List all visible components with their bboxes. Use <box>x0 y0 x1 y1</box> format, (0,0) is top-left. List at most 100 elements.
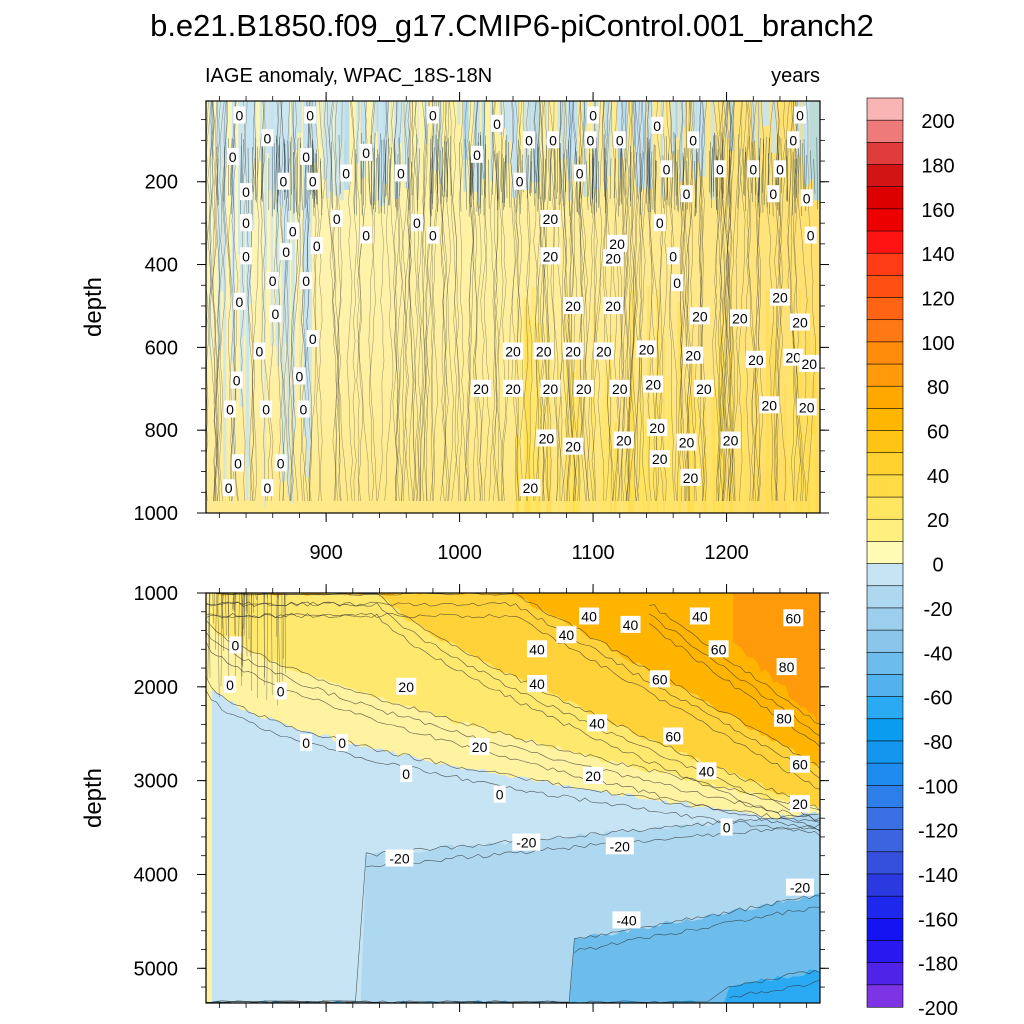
top-streak-blue <box>340 101 344 201</box>
top-streak-blue-left <box>232 101 234 505</box>
bottom-noisy-line <box>238 593 240 638</box>
contour-label-text: 20 <box>472 739 488 755</box>
contour-label: 20 <box>676 433 697 451</box>
contour-label-text: 0 <box>306 108 314 124</box>
contour-label-text: 80 <box>776 711 792 727</box>
colorbar-label: 100 <box>921 333 954 355</box>
contour-label-text: 20 <box>786 350 802 366</box>
top-contour-line <box>730 101 743 502</box>
contour-label-bg <box>523 131 535 149</box>
contour-label-bg <box>747 160 760 178</box>
contour-label-bg <box>396 677 417 695</box>
contour-label-bg <box>226 147 239 165</box>
contour-label: 20 <box>503 379 523 397</box>
top-streak-blue <box>326 101 330 199</box>
contour-label: 0 <box>232 454 244 472</box>
contour-label-bg <box>269 305 282 323</box>
top-streak-blue <box>216 101 219 150</box>
top-streak-blue-left <box>223 101 227 488</box>
top-contour-line <box>562 101 569 502</box>
top-streak-blue <box>809 101 814 180</box>
contour-label: 0 <box>400 765 413 783</box>
contour-label-bg <box>512 833 541 851</box>
top-streak-blue <box>264 101 270 154</box>
top-streak-warm <box>708 436 714 513</box>
contour-label-text: 0 <box>256 344 264 360</box>
contour-label: 20 <box>609 379 630 397</box>
contour-label-text: 0 <box>302 735 310 751</box>
top-streak-blue <box>557 101 562 131</box>
contour-label: 0 <box>687 131 700 149</box>
contour-label-bg <box>306 330 319 348</box>
bottom-band--60 <box>206 969 820 1003</box>
contour-label-text: 60 <box>652 671 668 687</box>
bottom-noisy-line <box>233 593 236 635</box>
colorbar-swatch <box>866 385 904 409</box>
top-contour-line <box>616 101 631 502</box>
top-contour-line <box>419 101 435 502</box>
top-contour-line <box>747 101 757 502</box>
contour-label-bg <box>394 164 407 182</box>
top-streak-blue-left <box>220 101 225 292</box>
top-contour-dense <box>554 149 557 200</box>
top-contour-line <box>458 101 468 502</box>
top-streak-warm <box>703 405 707 513</box>
top-contour-line <box>577 101 586 502</box>
colorbar-swatch <box>866 208 904 232</box>
top-contour-dense <box>586 161 589 210</box>
contour-label-text: 0 <box>289 223 297 239</box>
top-streak-blue <box>481 101 486 179</box>
contour-label-bg <box>720 818 733 836</box>
contour-label: 20 <box>563 342 584 360</box>
top-contour-dense <box>459 142 462 212</box>
contour-label-text: 0 <box>280 174 288 190</box>
top-contour-line <box>532 101 539 502</box>
top-contour-line <box>266 101 280 502</box>
top-streak-blue-left <box>303 101 306 293</box>
colorbar-swatch <box>866 740 904 764</box>
contour-label-text: 0 <box>236 294 244 310</box>
contour-label-bg <box>649 450 670 468</box>
contour-label-bg <box>491 114 503 132</box>
top-contour-dense <box>377 153 380 195</box>
contour-label: 20 <box>540 210 561 227</box>
contour-label-bg <box>676 433 697 451</box>
contour-label-bg <box>804 226 817 244</box>
top-contour-line <box>215 101 228 502</box>
colorbar-label: -20 <box>924 599 953 621</box>
contour-label-bg <box>274 454 287 472</box>
contour-label: 40 <box>620 615 641 633</box>
colorbar-label: -160 <box>918 909 958 931</box>
contour-label-bg <box>799 354 820 372</box>
top-streak-blue-left <box>276 101 280 367</box>
bottom-left-strip <box>206 593 212 1003</box>
contour-label-text: 0 <box>236 108 244 124</box>
top-contour-line <box>806 101 816 502</box>
top-streak-blue <box>334 101 340 196</box>
top-contour-line <box>247 101 257 502</box>
top-contour-dense <box>545 145 548 200</box>
bottom-noisy-line <box>232 593 234 610</box>
contour-label-text: 0 <box>789 132 797 148</box>
top-contour-line <box>438 101 448 502</box>
top-streak-warm <box>668 405 674 513</box>
top-contour-line <box>309 101 317 502</box>
top-contour-line <box>394 101 410 502</box>
top-contour-dense <box>786 139 788 201</box>
contour-label: 0 <box>306 172 319 190</box>
contour-label: 20 <box>693 379 714 397</box>
colorbar-swatch <box>866 895 904 919</box>
top-streak-blue <box>813 101 819 201</box>
top-streak-warm <box>524 305 529 513</box>
contour-label-bg <box>540 210 561 227</box>
contour-label-bg <box>696 762 717 780</box>
contour-label-text: 0 <box>277 455 285 471</box>
top-contour-line <box>744 101 751 502</box>
colorbar-swatch <box>866 984 904 1008</box>
top-contour-line <box>717 101 733 502</box>
top-contour-line <box>415 101 432 502</box>
top-streak-blue <box>390 101 392 154</box>
top-contour-line <box>278 101 294 502</box>
contour-label-bg <box>587 106 600 124</box>
contour-label-bg <box>224 400 236 418</box>
